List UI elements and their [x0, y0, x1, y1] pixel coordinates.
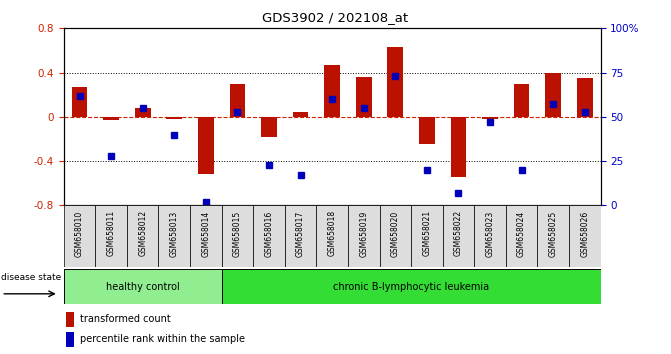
Bar [229, 84, 246, 117]
Text: GSM658020: GSM658020 [391, 210, 400, 257]
Text: healthy control: healthy control [106, 282, 180, 292]
Bar [64, 205, 95, 267]
Bar [198, 117, 214, 175]
Bar [221, 269, 601, 304]
Text: GSM658022: GSM658022 [454, 210, 463, 256]
Bar [482, 117, 498, 119]
Bar [348, 205, 380, 267]
Text: GSM658026: GSM658026 [580, 210, 589, 257]
Text: GSM658024: GSM658024 [517, 210, 526, 257]
Bar [450, 117, 466, 177]
Text: chronic B-lymphocytic leukemia: chronic B-lymphocytic leukemia [333, 282, 489, 292]
Text: GSM658017: GSM658017 [296, 210, 305, 257]
Text: GSM658014: GSM658014 [201, 210, 210, 257]
Text: transformed count: transformed count [80, 314, 170, 325]
Bar [293, 113, 309, 117]
Text: disease state: disease state [1, 273, 62, 282]
Bar [537, 205, 569, 267]
Bar [443, 205, 474, 267]
Bar [95, 205, 127, 267]
Bar [190, 205, 221, 267]
Bar [419, 117, 435, 144]
Bar [285, 205, 316, 267]
Bar [221, 205, 253, 267]
Bar [127, 205, 158, 267]
Bar [387, 47, 403, 117]
Text: GSM658019: GSM658019 [359, 210, 368, 257]
Text: GSM658018: GSM658018 [327, 210, 337, 256]
Bar [380, 205, 411, 267]
Bar [66, 312, 74, 327]
Bar [316, 205, 348, 267]
Bar [66, 332, 74, 347]
Bar [411, 205, 443, 267]
Bar [577, 78, 592, 117]
Text: GSM658021: GSM658021 [422, 210, 431, 256]
Text: percentile rank within the sample: percentile rank within the sample [80, 335, 245, 344]
Bar [546, 73, 561, 117]
Text: GSM658010: GSM658010 [75, 210, 84, 257]
Bar [158, 205, 190, 267]
Text: GSM658016: GSM658016 [264, 210, 274, 257]
Bar [569, 205, 601, 267]
Bar [253, 205, 285, 267]
Bar [324, 65, 340, 117]
Bar [135, 108, 150, 117]
Text: GSM658015: GSM658015 [233, 210, 242, 257]
Bar [103, 117, 119, 120]
Text: GSM658011: GSM658011 [107, 210, 115, 256]
Bar [166, 117, 182, 119]
Bar [64, 269, 221, 304]
Text: GDS3902 / 202108_at: GDS3902 / 202108_at [262, 11, 409, 24]
Text: GSM658023: GSM658023 [486, 210, 495, 257]
Bar [514, 84, 529, 117]
Text: GSM658013: GSM658013 [170, 210, 178, 257]
Text: GSM658025: GSM658025 [549, 210, 558, 257]
Bar [261, 117, 277, 137]
Bar [506, 205, 537, 267]
Bar [356, 77, 372, 117]
Bar [72, 87, 87, 117]
Bar [474, 205, 506, 267]
Text: GSM658012: GSM658012 [138, 210, 147, 256]
